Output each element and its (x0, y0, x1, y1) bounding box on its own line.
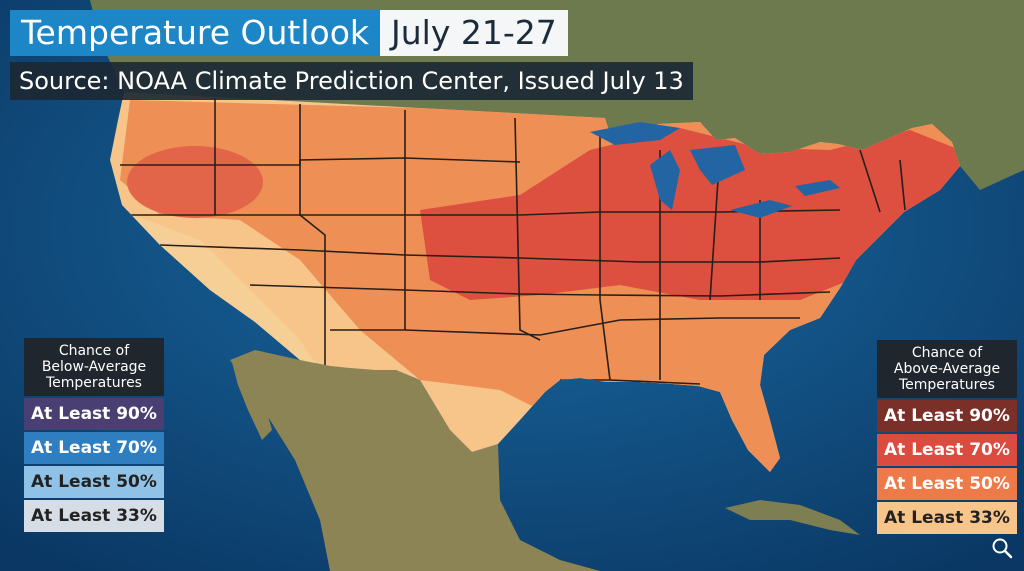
legend-above-50: At Least 50% (877, 468, 1017, 500)
legend-below-90: At Least 90% (24, 398, 164, 430)
state-borders (120, 98, 906, 385)
legend-above-33: At Least 33% (877, 502, 1017, 534)
date-range: July 21-27 (380, 10, 568, 56)
legend-above-average: Chance of Above-Average Temperatures At … (877, 340, 1017, 534)
source-caption: Source: NOAA Climate Prediction Center, … (10, 62, 693, 100)
legend-below-50: At Least 50% (24, 466, 164, 498)
legend-below-33: At Least 33% (24, 500, 164, 532)
map-title: Temperature Outlook (10, 10, 381, 56)
legend-above-90: At Least 90% (877, 400, 1017, 432)
legend-above-70: At Least 70% (877, 434, 1017, 466)
legend-below-heading: Chance of Below-Average Temperatures (24, 338, 164, 396)
magnifier-icon[interactable] (990, 536, 1014, 560)
cuba-land (725, 500, 860, 535)
legend-above-heading: Chance of Above-Average Temperatures (877, 340, 1017, 398)
legend-below-average: Chance of Below-Average Temperatures At … (24, 338, 164, 532)
legend-below-70: At Least 70% (24, 432, 164, 464)
baja-land (232, 360, 272, 440)
great-lakes (590, 122, 840, 218)
mexico-land (230, 350, 600, 571)
